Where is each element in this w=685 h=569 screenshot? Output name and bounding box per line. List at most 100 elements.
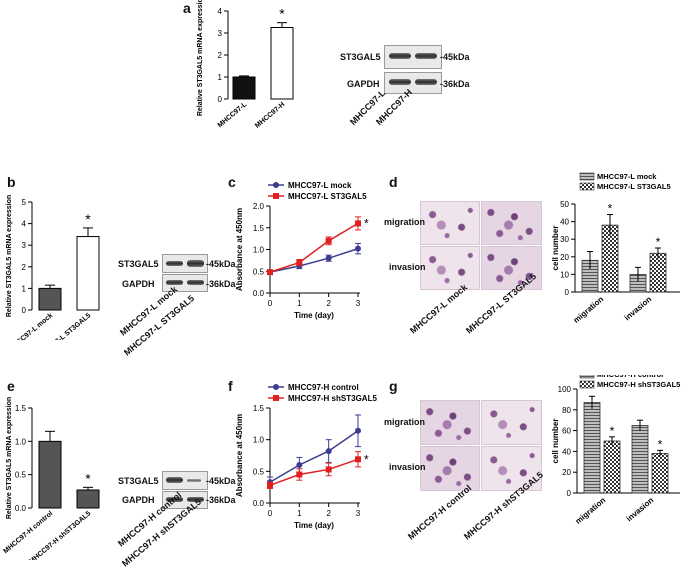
legend-marker xyxy=(273,395,279,401)
blot-band xyxy=(389,79,411,85)
y-tick-label: 1 xyxy=(218,73,223,82)
panel-label-d: d xyxy=(389,174,398,190)
blot-e-row2-label: GAPDH xyxy=(122,495,155,505)
y-tick-label: 10 xyxy=(560,270,569,279)
x-tick-label: MHCC97-L mock xyxy=(7,312,54,340)
blot-band xyxy=(166,261,183,266)
y-tick-label: 1.5 xyxy=(15,404,27,413)
micrograph-invasion-mock xyxy=(420,246,480,290)
blot-band xyxy=(187,497,204,502)
legend-label: MHCC97-H control xyxy=(597,375,663,379)
significance-star: * xyxy=(610,424,615,438)
data-point xyxy=(296,471,303,478)
y-tick-label: 4 xyxy=(218,7,223,16)
micrograph-migration-st3gal5 xyxy=(481,201,542,245)
y-tick-label: 0 xyxy=(567,489,572,498)
data-point xyxy=(267,482,273,489)
panel-label-c: c xyxy=(228,174,236,190)
blot-band xyxy=(187,260,204,267)
micrograph-invasion-control xyxy=(420,446,480,491)
blot-band xyxy=(187,280,204,285)
x-tick-label: 3 xyxy=(356,509,361,518)
panel-label-f: f xyxy=(228,378,233,394)
blot-a-st3gal5-strip xyxy=(384,45,442,69)
blot-band xyxy=(415,53,437,59)
significance-star: * xyxy=(85,470,91,486)
blot-b-row2-label: GAPDH xyxy=(122,279,155,289)
y-tick-label: 3 xyxy=(218,29,223,38)
y-tick-label: 1.5 xyxy=(253,224,265,233)
legend-label: MHCC97-L ST3GAL5 xyxy=(288,192,367,201)
legend-label: MHCC97-L mock xyxy=(288,181,352,190)
micrograph-invasion-st3gal5 xyxy=(481,246,542,290)
y-tick-label: 0.5 xyxy=(253,467,265,476)
blot-e-kda1: -45kDa xyxy=(206,476,236,486)
significance-star: * xyxy=(658,437,663,451)
y-tick-label: 3 xyxy=(22,241,27,250)
legend-swatch xyxy=(579,182,595,191)
blot-b-gapdh-strip xyxy=(162,274,208,292)
y-axis-label: Relative ST3GAL5 mRNA expression xyxy=(6,397,13,519)
line-chart-c: 0.0 0.5 1.0 1.5 2.0 0 1 2 3 Time (day) Absorbance … xyxy=(235,181,369,320)
bar xyxy=(583,402,601,494)
legend-label: MHCC97-H shST3GAL5 xyxy=(288,394,377,403)
blot-b-kda1: -45kDa xyxy=(206,259,236,269)
blot-e-gapdh-strip xyxy=(162,491,208,509)
significance-star: * xyxy=(656,235,661,249)
x-tick-label: invasion xyxy=(623,295,654,323)
legend-label: MHCC97-L ST3GAL5 xyxy=(597,182,671,191)
blot-b-st3gal5-strip xyxy=(162,254,208,273)
western-blot-a: ST3GAL5 GAPDH -45kDa -36kDa MHCC97-L MHC… xyxy=(340,42,470,142)
micrograph-migration-sh xyxy=(481,400,542,445)
y-tick-label: 60 xyxy=(562,427,571,436)
x-tick-label: 1 xyxy=(297,299,302,308)
series-line xyxy=(269,247,359,273)
bar xyxy=(38,440,62,509)
y-tick-label: 50 xyxy=(560,200,569,209)
micrograph-row-migration: migration xyxy=(384,417,426,427)
bar-chart-g: 0 20 40 60 80 100 cell number * migration * invasi… xyxy=(551,375,680,526)
bar-chart-d: 0 10 20 30 40 50 cell number * migration * invasio… xyxy=(551,172,680,325)
data-point xyxy=(355,456,361,463)
legend-marker xyxy=(273,384,279,390)
y-tick-label: 2.0 xyxy=(253,202,265,211)
data-point xyxy=(355,427,361,434)
x-tick-label: 2 xyxy=(326,509,331,518)
bar-chart-a: 0 1 2 3 4 Relative ST3GAL5 mRNA expression MHC… xyxy=(197,0,294,130)
y-tick-label: 1.0 xyxy=(15,437,27,446)
data-point xyxy=(325,466,332,473)
y-axis-label: Relative ST3GAL5 mRNA expression xyxy=(6,195,13,317)
blot-a-kda1: -45kDa xyxy=(440,52,470,62)
x-tick-label: 2 xyxy=(326,299,331,308)
micrograph-row-invasion: invasion xyxy=(389,262,426,272)
micrograph-migration-control xyxy=(420,400,480,445)
x-tick-label: MHCC97-L xyxy=(217,101,249,130)
blot-e-row1-label: ST3GAL5 xyxy=(118,476,159,486)
micrographs-g: migration invasion MHCC97-H control MHCC… xyxy=(384,398,552,548)
y-tick-label: 1 xyxy=(22,284,27,293)
data-point xyxy=(325,448,332,455)
legend-swatch xyxy=(579,375,595,379)
y-tick-label: 1.0 xyxy=(253,246,265,255)
bar xyxy=(270,27,294,100)
y-tick-label: 0.0 xyxy=(253,289,265,298)
significance-star: * xyxy=(279,6,285,22)
bar xyxy=(649,252,667,293)
legend-swatch xyxy=(579,172,595,181)
y-tick-label: 2 xyxy=(22,263,27,272)
bar xyxy=(651,453,669,494)
x-axis-label: Time (day) xyxy=(294,311,334,320)
y-tick-label: 0.5 xyxy=(15,471,27,480)
blot-b-kda2: -36kDa xyxy=(206,279,236,289)
bar xyxy=(38,287,62,311)
bar-chart-b: 0 1 2 3 4 5 Relative ST3GAL5 mRNA expressionMH… xyxy=(6,195,100,340)
legend-marker xyxy=(273,193,279,199)
blot-band xyxy=(166,280,183,285)
bar xyxy=(631,425,649,494)
y-tick-label: 0 xyxy=(565,288,570,297)
panel-label-a: a xyxy=(183,0,191,16)
data-point xyxy=(296,462,303,468)
y-axis-label: Absorbance at 450nm xyxy=(235,208,244,291)
y-tick-label: 2 xyxy=(218,51,223,60)
